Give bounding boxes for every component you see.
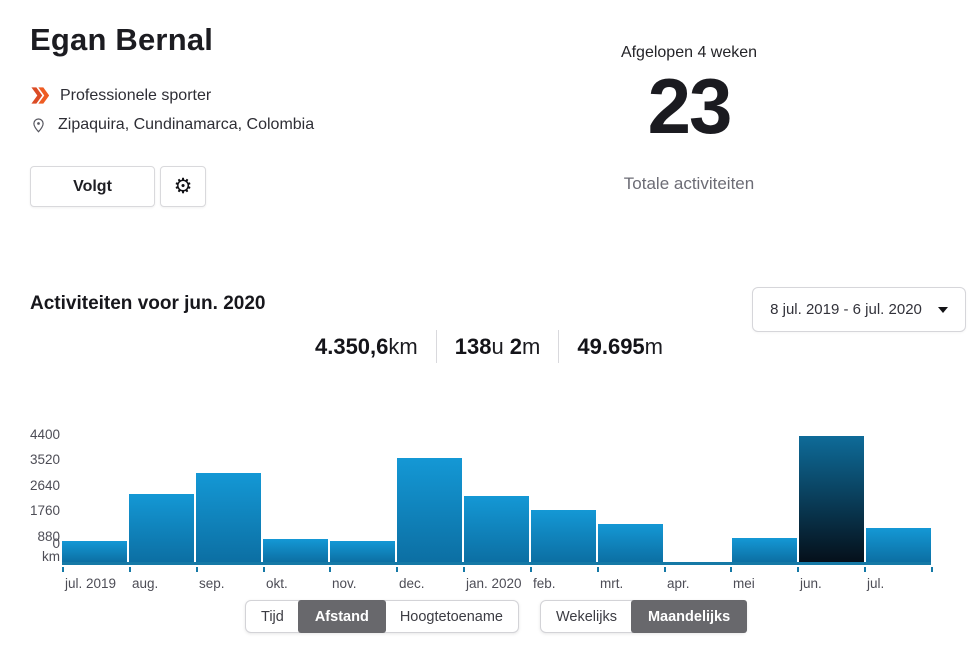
x-axis-tick: [463, 567, 465, 572]
x-axis-tick: [129, 567, 131, 572]
bar-jul[interactable]: [865, 528, 932, 562]
toggle-tijd[interactable]: Tijd: [246, 601, 299, 632]
x-tick-label: sep.: [199, 576, 225, 591]
athlete-type-label: Professionele sporter: [60, 86, 212, 104]
x-tick-label: aug.: [132, 576, 159, 591]
x-axis-tick: [730, 567, 732, 572]
x-tick-label: okt.: [266, 576, 288, 591]
y-tick-label: 3520: [29, 452, 60, 468]
bar-jun[interactable]: [798, 436, 865, 562]
y-tick-label: 0: [52, 536, 60, 551]
x-axis-tick: [931, 567, 933, 572]
x-axis-tick: [864, 567, 866, 572]
toggle-maandelijks[interactable]: Maandelijks: [630, 600, 748, 633]
bar-jan-2020[interactable]: [463, 496, 530, 562]
x-axis-tick: [263, 567, 265, 572]
bar-dec[interactable]: [396, 458, 463, 562]
x-tick-label: jun.: [800, 576, 822, 591]
x-axis-tick: [597, 567, 599, 572]
x-tick-label: apr.: [667, 576, 690, 591]
summary-caption: Totale activiteiten: [623, 174, 755, 193]
x-axis-tick: [62, 567, 64, 572]
period-toggle-group: Wekelijks Maandelijks: [540, 600, 748, 633]
recent-summary: Afgelopen 4 weken 23 Totale activiteiten: [586, 44, 792, 194]
y-axis: 4400 3520 2640 1760 880 0 km: [0, 420, 60, 580]
location-pin-icon: [30, 115, 47, 135]
x-tick-label: jan. 2020: [466, 576, 522, 591]
x-tick-label: feb.: [533, 576, 556, 591]
bar-feb[interactable]: [530, 510, 597, 562]
stat-item: 4.350,6km: [314, 333, 418, 359]
x-axis-tick: [329, 567, 331, 572]
x-tick-label: jul. 2019: [65, 576, 117, 591]
x-tick-label: nov.: [332, 576, 357, 591]
chevron-down-icon: [937, 306, 948, 313]
toggle-wekelijks[interactable]: Wekelijks: [541, 601, 632, 632]
double-chevron-icon: [30, 86, 49, 105]
stat-item: 49.695m: [577, 333, 663, 359]
y-tick-label: 880: [37, 528, 60, 544]
y-tick-label: 2640: [29, 477, 60, 493]
stat-divider: [558, 330, 560, 363]
bar-jul-2019[interactable]: [62, 541, 128, 562]
metric-toggle-group: Tijd Afstand Hoogtetoename: [245, 600, 519, 633]
bar-nov[interactable]: [329, 541, 396, 562]
x-axis-tick: [530, 567, 532, 572]
location-row: Zipaquira, Cundinamarca, Colombia: [30, 115, 314, 135]
y-tick-label: 1760: [29, 503, 60, 519]
date-range-select[interactable]: 8 jul. 2019 - 6 jul. 2020: [752, 287, 966, 332]
bar-aug[interactable]: [128, 494, 195, 562]
bar-sep[interactable]: [195, 473, 262, 562]
activity-bar-chart: 4400 3520 2640 1760 880 0 km jul. 2019 aug. sep.…: [0, 420, 978, 595]
toggle-afstand[interactable]: Afstand: [297, 600, 386, 633]
athlete-type-row: Professionele sporter: [30, 86, 211, 105]
x-axis-tick: [196, 567, 198, 572]
date-range-label: 8 jul. 2019 - 6 jul. 2020: [770, 301, 922, 318]
stat-divider: [435, 330, 437, 363]
stats-row: 4.350,6km 138u 2m 49.695m: [0, 330, 978, 363]
plot-area: [62, 420, 932, 562]
location-label: Zipaquira, Cundinamarca, Colombia: [58, 116, 315, 133]
section-title: Activiteiten voor jun. 2020: [30, 293, 266, 314]
stat-item: 138u 2m: [454, 333, 541, 359]
x-axis-line: [62, 562, 931, 565]
y-axis-unit-label: km: [42, 549, 60, 564]
x-tick-label: mei: [733, 576, 755, 591]
bar-mrt[interactable]: [597, 524, 664, 562]
bar-mei[interactable]: [731, 538, 798, 562]
bar-okt[interactable]: [262, 539, 329, 562]
settings-button[interactable]: ⚙: [160, 166, 206, 207]
toggle-hoogtetoename[interactable]: Hoogtetoename: [385, 601, 518, 632]
x-axis-tick: [797, 567, 799, 572]
x-tick-label: mrt.: [600, 576, 624, 591]
gear-icon: ⚙: [173, 175, 193, 198]
y-tick-label: 4400: [29, 427, 60, 442]
page-title: Egan Bernal: [30, 22, 214, 57]
x-axis-tick: [396, 567, 398, 572]
x-tick-label: jul.: [867, 576, 885, 591]
x-axis-tick: [664, 567, 666, 572]
follow-button[interactable]: Volgt: [30, 166, 155, 207]
x-tick-label: dec.: [399, 576, 425, 591]
summary-label: Afgelopen 4 weken: [620, 44, 758, 61]
summary-value: 23: [647, 62, 733, 150]
